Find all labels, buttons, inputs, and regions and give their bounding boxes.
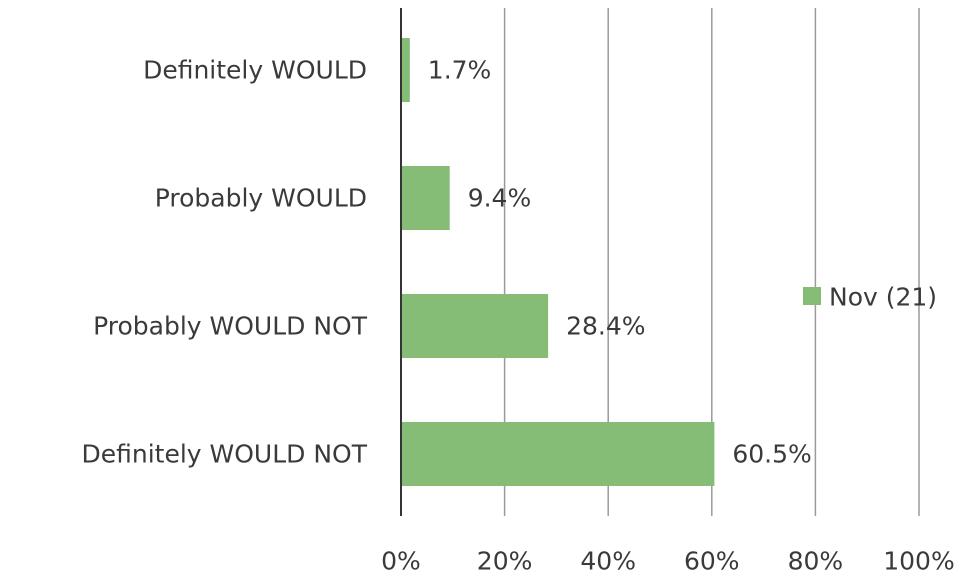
- category-label-1: Definitely WOULD: [143, 56, 367, 85]
- data-label-4: 60.5%: [732, 440, 811, 469]
- data-label-1: 1.7%: [428, 56, 492, 85]
- x-tick-label-100: 100%: [883, 547, 954, 576]
- bar-3: [401, 294, 549, 358]
- data-labels: 1.7% 9.4% 28.4% 60.5%: [428, 56, 812, 469]
- x-tick-label-0: 0%: [381, 547, 421, 576]
- data-label-3: 28.4%: [566, 312, 645, 341]
- bar-2: [401, 166, 450, 230]
- bar-1: [401, 38, 410, 102]
- category-label-2: Probably WOULD: [155, 184, 367, 213]
- x-tick-label-40: 40%: [580, 547, 636, 576]
- category-label-4: Definitely WOULD NOT: [81, 440, 367, 469]
- x-tick-label-80: 80%: [788, 547, 844, 576]
- x-tick-label-60: 60%: [684, 547, 740, 576]
- legend-swatch: [803, 287, 821, 305]
- legend-label: Nov (21): [829, 283, 937, 312]
- category-label-3: Probably WOULD NOT: [93, 312, 368, 341]
- category-labels: Definitely WOULD Probably WOULD Probably W…: [81, 56, 367, 469]
- legend: Nov (21): [803, 283, 937, 312]
- x-tick-labels: 0% 20% 40% 60% 80% 100%: [381, 547, 955, 576]
- bars: [401, 38, 715, 486]
- bar-4: [401, 422, 715, 486]
- x-tick-label-20: 20%: [477, 547, 533, 576]
- data-label-2: 9.4%: [468, 184, 532, 213]
